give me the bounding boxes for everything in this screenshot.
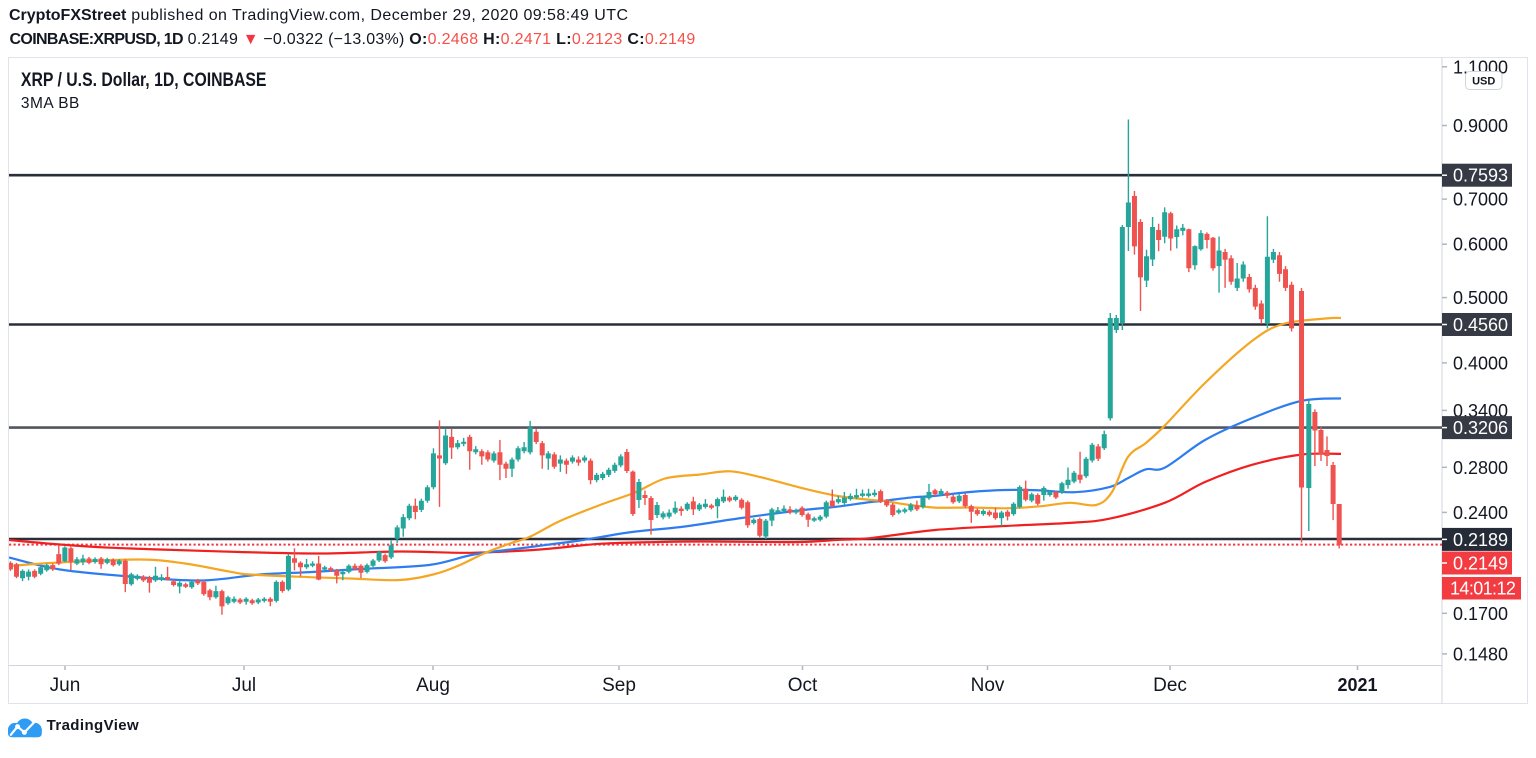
svg-text:XRP / U.S. Dollar, 1D, COINBAS: XRP / U.S. Dollar, 1D, COINBASE [21,69,267,91]
svg-text:Sep: Sep [602,675,636,696]
svg-text:0.9000: 0.9000 [1453,116,1508,136]
svg-text:0.5000: 0.5000 [1453,288,1508,308]
svg-text:0.1700: 0.1700 [1453,604,1508,624]
svg-text:CryptoFXStreet published on Tr: CryptoFXStreet published on TradingView.… [9,7,628,24]
svg-text:0.3400: 0.3400 [1453,401,1508,421]
svg-text:14:01:12: 14:01:12 [1450,579,1516,599]
svg-text:2021: 2021 [1337,675,1377,695]
svg-text:0.2149: 0.2149 [1453,554,1508,574]
svg-text:0.2400: 0.2400 [1453,503,1508,523]
svg-text:Dec: Dec [1153,675,1187,696]
svg-text:Jul: Jul [232,675,256,696]
svg-text:0.1480: 0.1480 [1453,644,1508,664]
svg-text:Jun: Jun [50,675,81,696]
svg-text:0.4560: 0.4560 [1453,315,1508,335]
svg-text:0.4000: 0.4000 [1453,353,1508,373]
svg-text:3MA BB: 3MA BB [21,95,80,112]
svg-text:0.6000: 0.6000 [1453,235,1508,255]
svg-text:COINBASE:XRPUSD, 1D 0.2149 ▼: COINBASE:XRPUSD, 1D 0.2149 ▼ −0.0322 (−1… [10,31,696,48]
svg-text:Oct: Oct [788,675,818,696]
svg-text:0.7593: 0.7593 [1453,166,1508,186]
svg-text:0.2800: 0.2800 [1453,458,1508,478]
svg-text:0.2189: 0.2189 [1453,530,1508,550]
svg-text:USD: USD [1472,76,1495,88]
svg-text:TradingView: TradingView [47,717,139,734]
svg-text:0.7000: 0.7000 [1453,190,1508,210]
svg-text:Nov: Nov [971,675,1005,696]
svg-text:Aug: Aug [416,675,450,696]
svg-text:0.3206: 0.3206 [1453,418,1508,438]
